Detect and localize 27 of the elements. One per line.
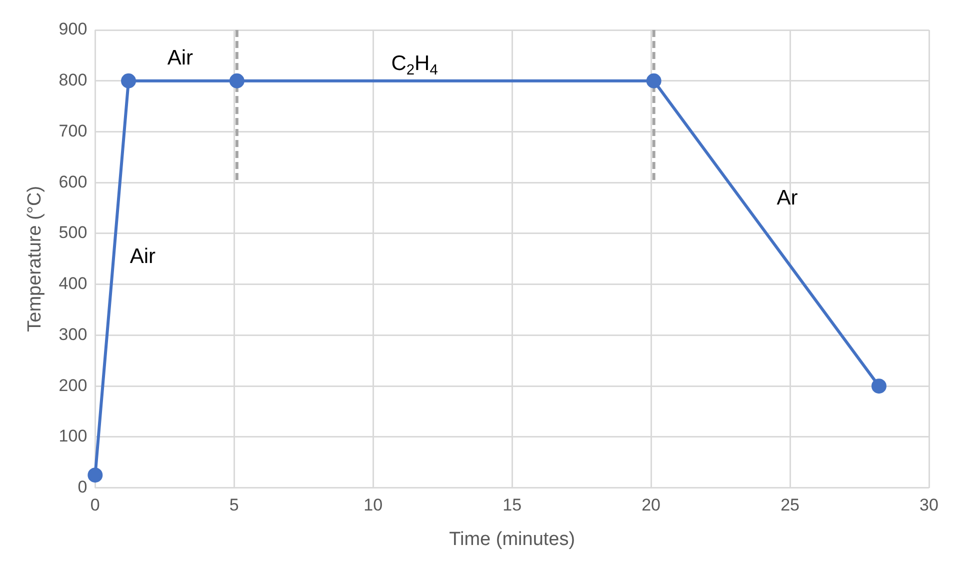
y-axis-title: Temperature (°C) bbox=[24, 186, 46, 332]
x-tick-label: 10 bbox=[364, 496, 383, 515]
x-tick-label: 30 bbox=[920, 496, 938, 515]
y-tick-label: 200 bbox=[58, 376, 88, 395]
y-tick-label: 500 bbox=[58, 223, 88, 242]
y-tick-label: 100 bbox=[58, 426, 88, 446]
x-tick-label: 0 bbox=[90, 496, 100, 515]
y-tick-label: 600 bbox=[58, 172, 88, 192]
point bbox=[88, 468, 103, 483]
y-tick-label: 900 bbox=[58, 20, 88, 39]
y-tick-label: 800 bbox=[58, 70, 88, 90]
y-tick-label: 0 bbox=[78, 477, 88, 496]
point bbox=[871, 378, 886, 394]
x-axis-title: Time (minutes) bbox=[449, 528, 576, 550]
x-tick-label: 20 bbox=[642, 496, 661, 515]
x-tick-label: 15 bbox=[502, 496, 522, 515]
annotation: Air bbox=[130, 244, 156, 268]
y-tick-label: 400 bbox=[58, 274, 88, 294]
point bbox=[121, 73, 136, 88]
annotation: Ar bbox=[776, 186, 798, 210]
y-tick-label: 700 bbox=[58, 121, 88, 140]
y-tick-label: 300 bbox=[58, 324, 88, 344]
point bbox=[229, 73, 244, 88]
x-tick-label: 5 bbox=[229, 496, 239, 515]
annotation: Air bbox=[167, 46, 194, 70]
x-tick-label: 25 bbox=[780, 496, 800, 515]
point bbox=[646, 73, 662, 88]
